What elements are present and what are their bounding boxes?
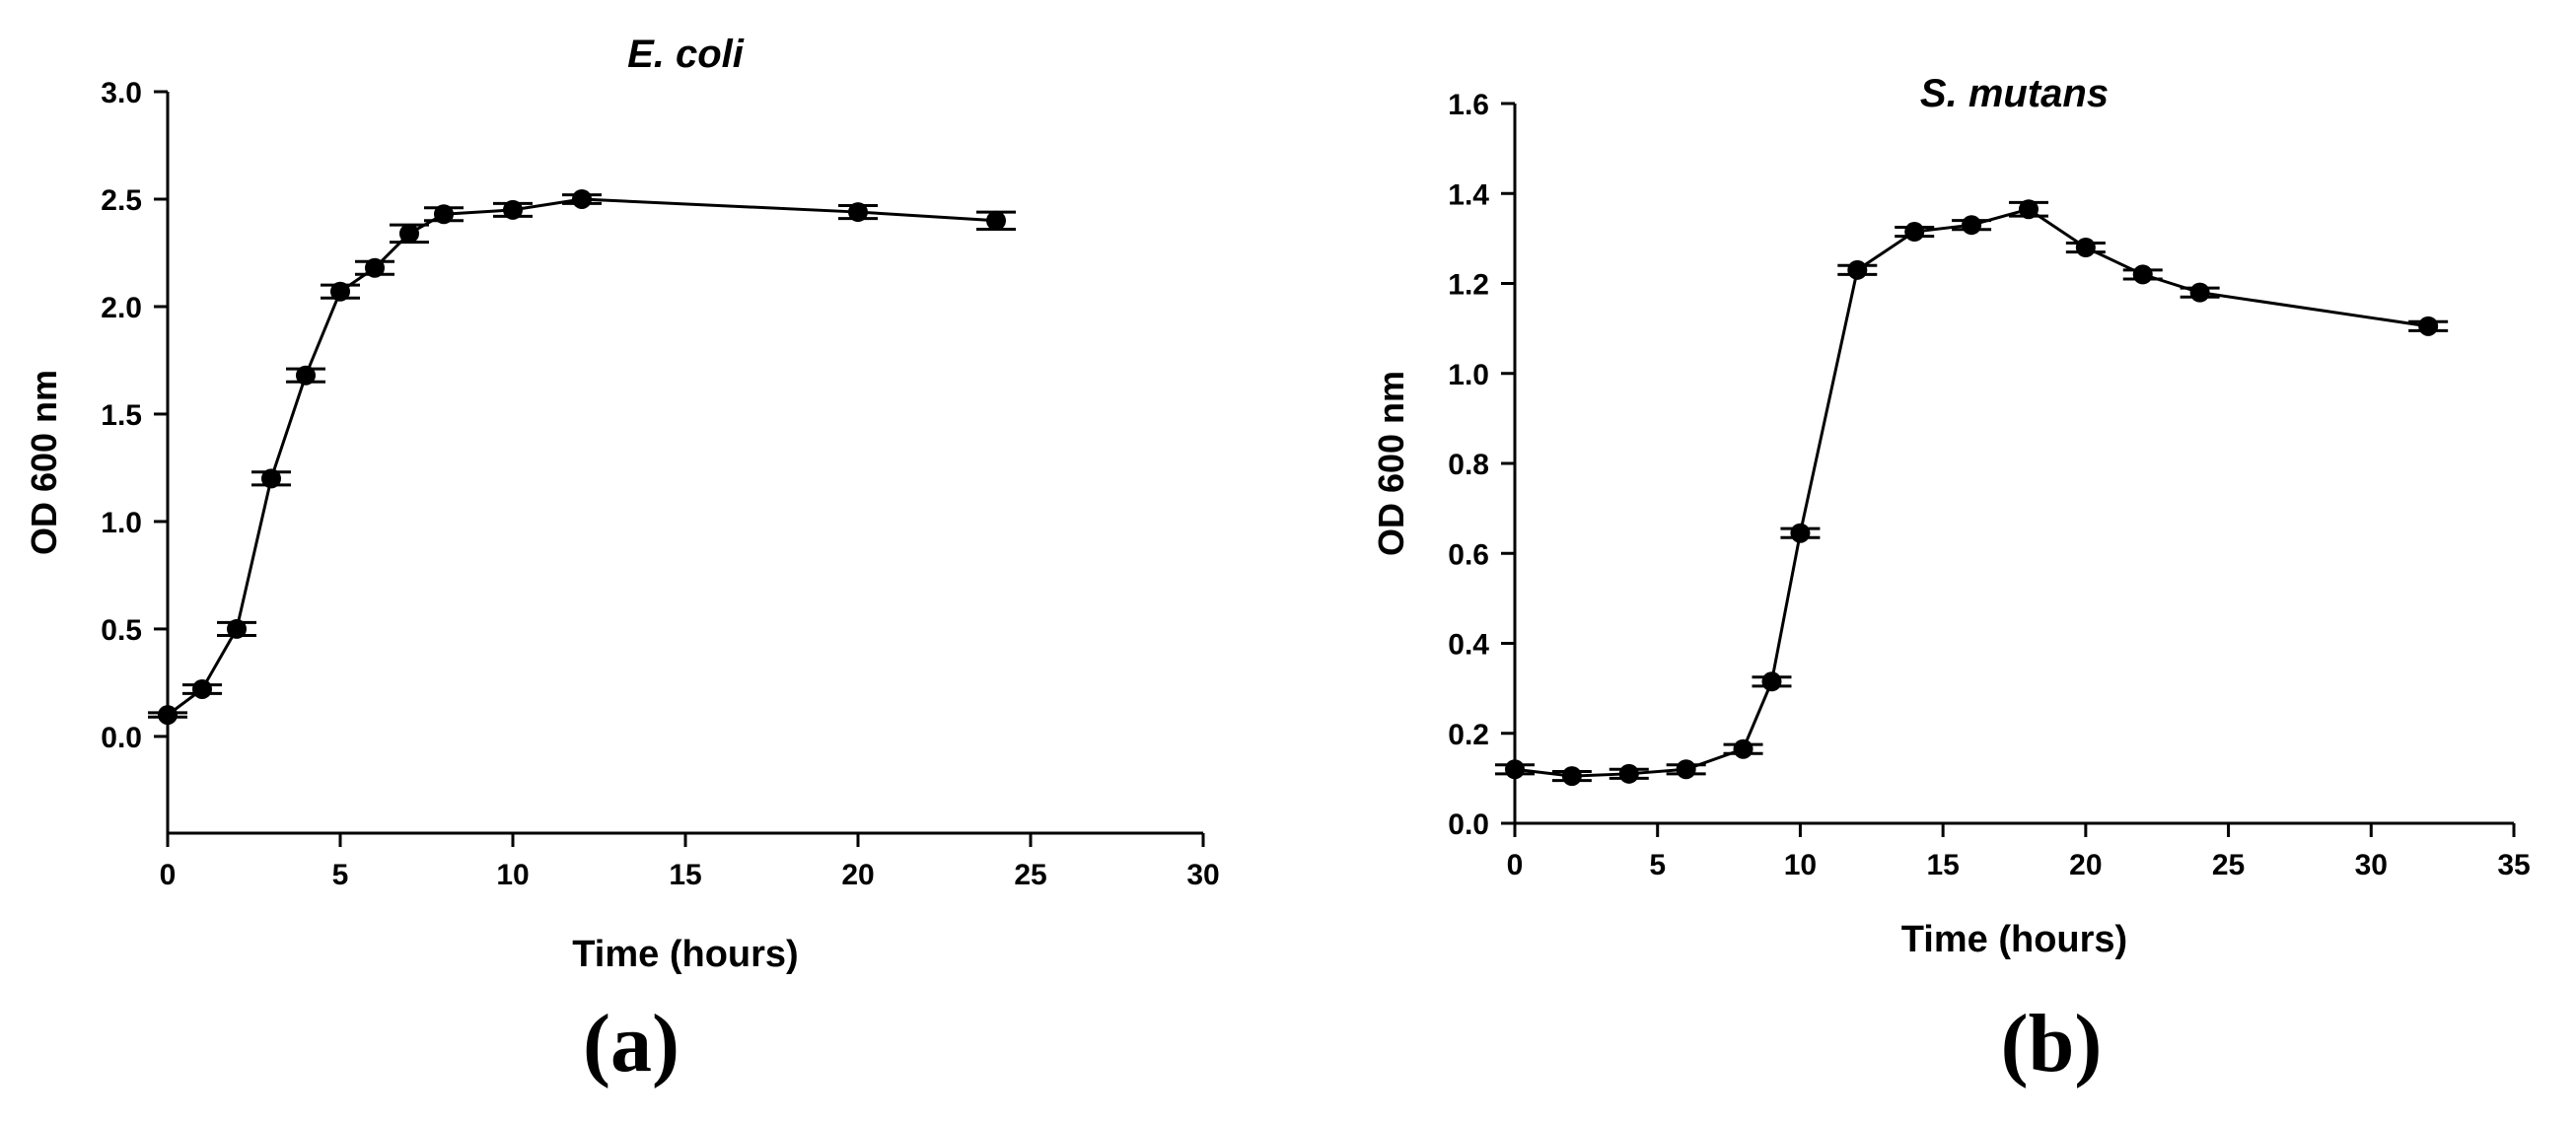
data-point: [1561, 766, 1582, 787]
y-tick-label: 0.2: [1448, 719, 1489, 751]
data-point: [848, 202, 868, 223]
x-tick-label: 10: [1784, 849, 1817, 881]
data-point: [572, 188, 592, 209]
x-tick-label: 25: [1014, 859, 1046, 891]
data-point: [503, 199, 523, 220]
data-point: [1618, 763, 1639, 784]
chart-title: E. coli: [627, 33, 745, 76]
x-tick-label: 20: [841, 859, 874, 891]
data-point: [296, 365, 316, 386]
data-point: [365, 257, 385, 278]
panel-label-b: (b): [2000, 998, 2103, 1089]
data-point: [2075, 238, 2096, 257]
x-tick-label: 10: [496, 859, 529, 891]
x-tick-label: 30: [1186, 859, 1219, 891]
x-tick-label: 25: [2212, 849, 2245, 881]
data-point: [158, 705, 178, 726]
data-point: [2132, 264, 2153, 285]
data-point: [399, 223, 419, 244]
y-tick-label: 0.0: [101, 722, 142, 754]
data-point: [192, 678, 212, 699]
data-point: [2189, 282, 2210, 303]
data-point: [1904, 222, 1925, 243]
y-axis-label: OD 600 nm: [24, 370, 64, 555]
y-tick-label: 0.0: [1448, 808, 1489, 841]
y-tick-label: 1.2: [1448, 269, 1489, 302]
x-tick-label: 0: [160, 859, 177, 891]
data-point: [986, 210, 1006, 231]
data-point: [434, 204, 454, 225]
y-tick-label: 0.8: [1448, 449, 1489, 481]
x-tick-label: 30: [2355, 849, 2388, 881]
x-tick-label: 20: [2069, 849, 2102, 881]
y-tick-label: 3.0: [101, 77, 142, 109]
y-tick-label: 1.0: [101, 507, 142, 539]
x-tick-label: 35: [2497, 849, 2530, 881]
y-tick-label: 1.6: [1448, 89, 1489, 121]
data-point: [1962, 215, 1982, 236]
data-point: [261, 468, 281, 489]
y-tick-label: 0.6: [1448, 538, 1489, 571]
x-axis-label: Time (hours): [1901, 919, 2127, 960]
series-line: [1514, 207, 2429, 778]
data-point: [1761, 671, 1782, 692]
y-axis-label: OD 600 nm: [1371, 371, 1411, 556]
y-tick-label: 2.0: [101, 292, 142, 324]
data-point: [1505, 759, 1525, 780]
x-tick-label: 5: [332, 859, 349, 891]
data-point: [2418, 316, 2439, 336]
panel-label-a: (a): [583, 998, 680, 1089]
y-tick-label: 1.4: [1448, 178, 1489, 211]
y-tick-label: 2.5: [101, 184, 142, 217]
chart-title: S. mutans: [1920, 72, 2109, 115]
x-tick-label: 0: [1507, 849, 1524, 881]
x-axis-label: Time (hours): [572, 934, 798, 975]
data-point: [2018, 199, 2039, 220]
data-point: [1790, 523, 1811, 543]
data-point: [1847, 259, 1868, 280]
y-tick-label: 0.5: [101, 614, 142, 647]
data-point: [330, 281, 350, 302]
data-point: [1733, 738, 1753, 759]
data-point: [1676, 759, 1696, 780]
y-tick-label: 0.4: [1448, 629, 1489, 662]
x-tick-label: 5: [1649, 849, 1666, 881]
x-tick-label: 15: [1926, 849, 1959, 881]
data-point: [227, 618, 247, 639]
y-tick-label: 1.0: [1448, 359, 1489, 391]
y-tick-label: 1.5: [101, 399, 142, 432]
x-tick-label: 15: [669, 859, 701, 891]
